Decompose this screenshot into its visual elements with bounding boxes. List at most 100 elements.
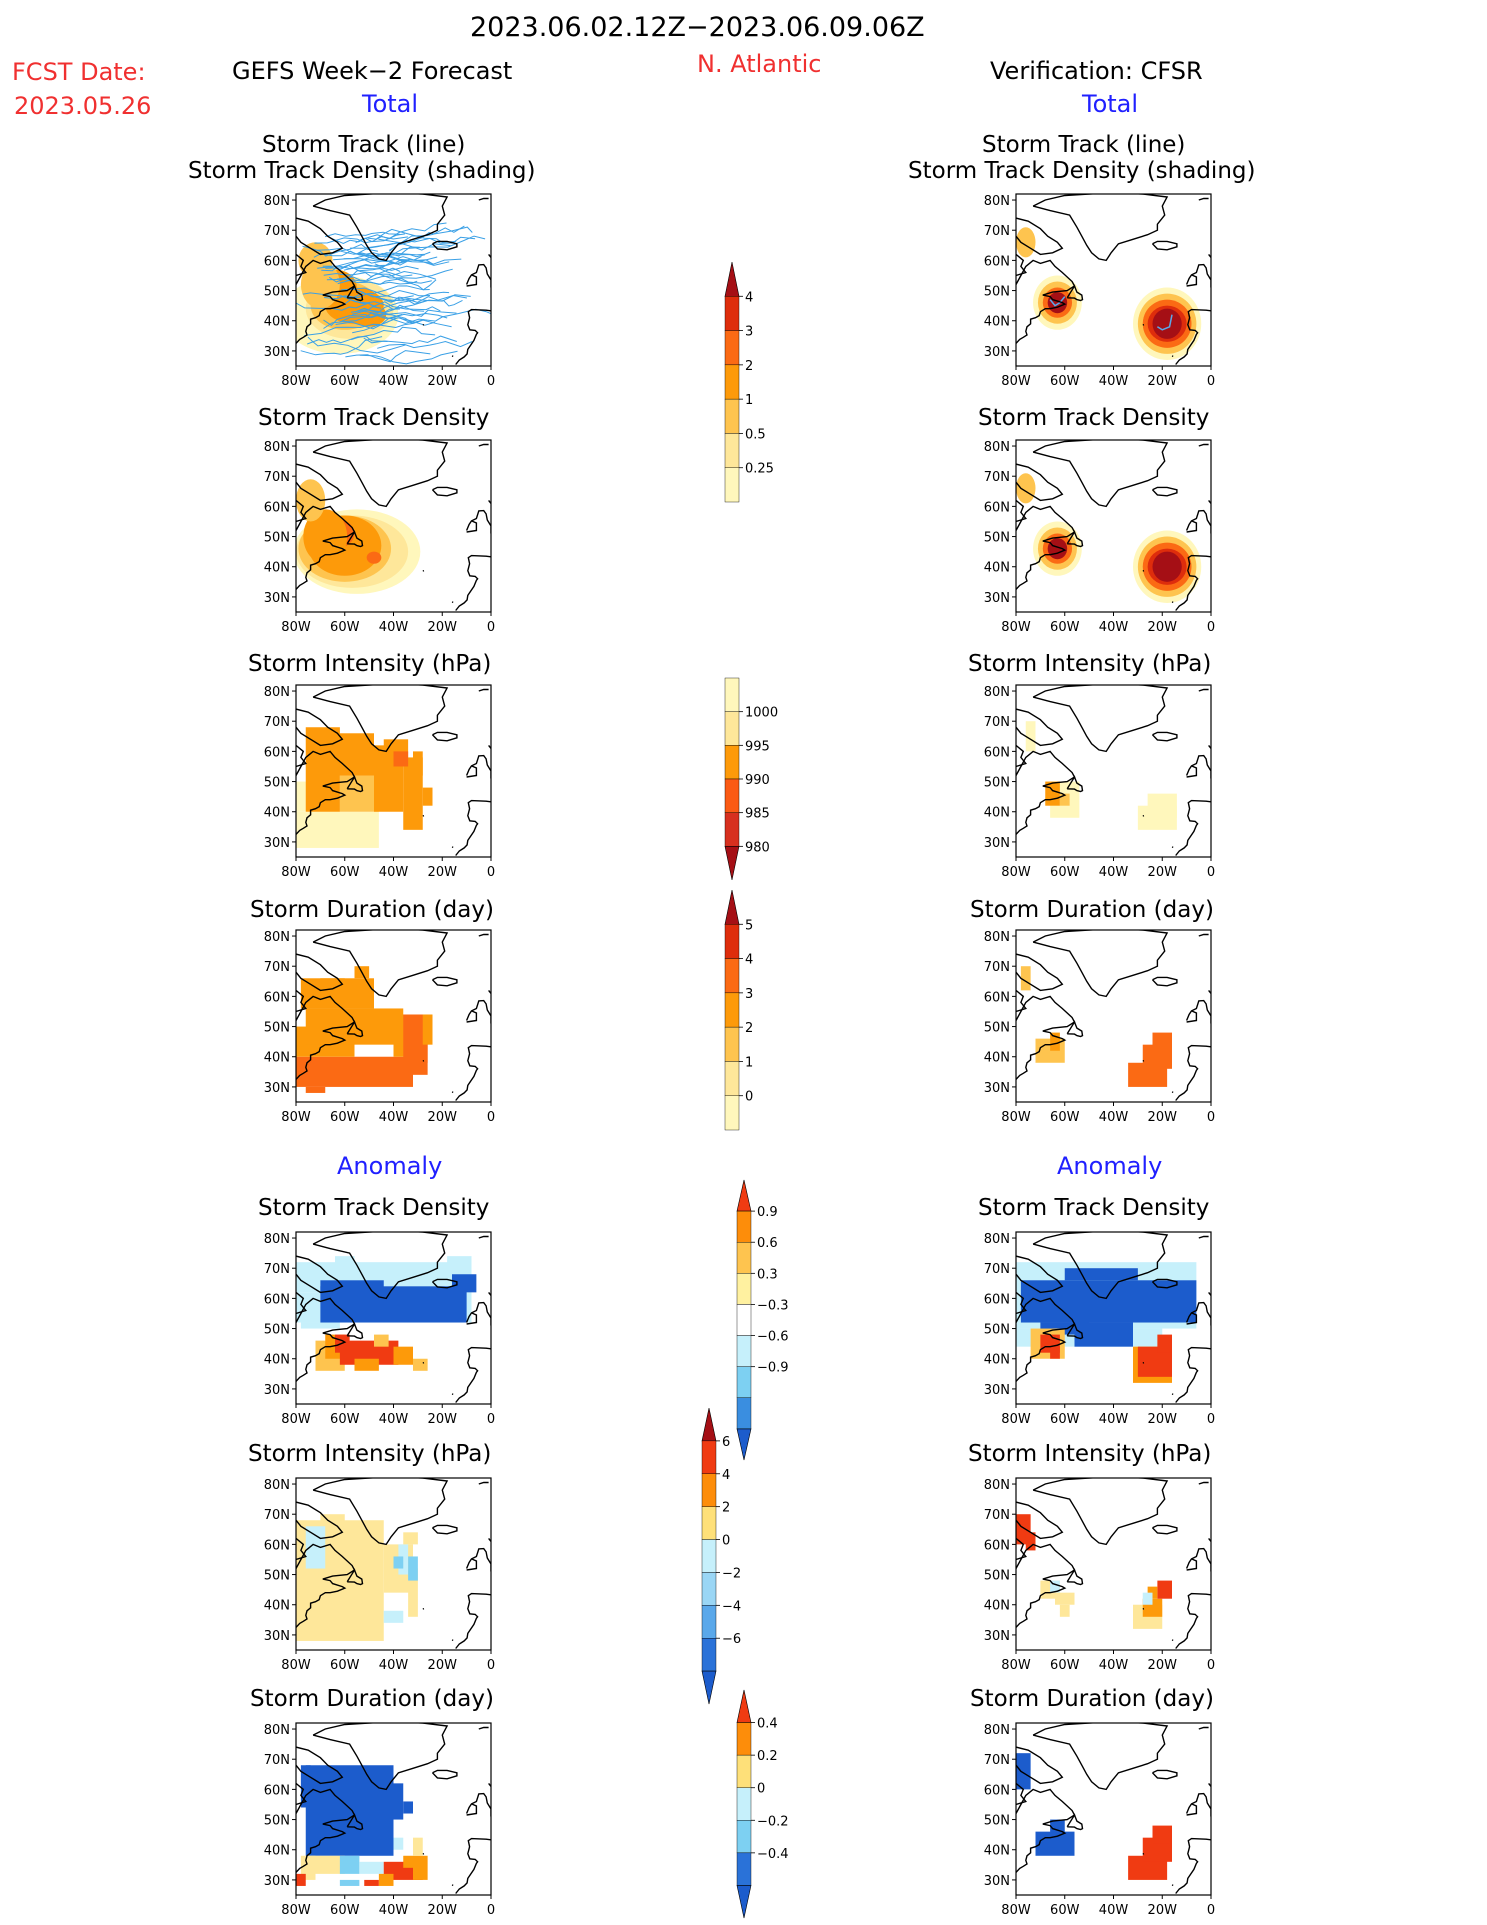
lat-tick-label: 50N (984, 1323, 1010, 1338)
lon-tick-label: 40W (379, 1412, 409, 1427)
colorbar-segment (736, 1787, 752, 1821)
coastline (1151, 731, 1178, 742)
density-contour (1047, 538, 1068, 560)
map-panel-cfsr-total-intensity: 80N 70N 60N 50N 40N 30N 80W 60W 40W 20W 0 (984, 684, 1215, 880)
field-cell (339, 1879, 360, 1886)
colorbar-label: 995 (745, 739, 770, 754)
coastline (1032, 1478, 1169, 1546)
colorbar-label: −0.9 (757, 1361, 789, 1376)
lon-tick-label: 20W (428, 1412, 458, 1427)
lon-tick-label: 0 (487, 1658, 495, 1673)
field-cell (393, 1346, 413, 1365)
colorbar-segment (724, 296, 740, 331)
coastline (346, 775, 364, 793)
colorbar-label: −2 (722, 1566, 741, 1581)
panel-title-gefs-anom-density: Storm Track Density (258, 1195, 490, 1221)
density-contour (1047, 292, 1068, 314)
colorbar-label: 6 (722, 1435, 730, 1450)
colorbar-segment (724, 330, 740, 366)
coastline (312, 1232, 449, 1300)
lat-tick-label: 40N (984, 315, 1010, 330)
colorbar-segment (724, 778, 740, 813)
storm-track-line (362, 294, 471, 314)
lon-tick-label: 80W (1001, 1110, 1031, 1125)
coastline (1186, 274, 1198, 287)
coastline (1016, 217, 1064, 256)
colorbar-label: 5 (745, 918, 753, 933)
density-contour (1152, 308, 1182, 339)
lon-tick-label: 60W (1050, 1110, 1080, 1125)
storm-track-line (331, 233, 405, 245)
coastline (1175, 1837, 1211, 1894)
coastline (312, 685, 449, 753)
panel-title-cfsr-anom-intensity: Storm Intensity (hPa) (968, 1441, 1212, 1467)
colorbar-label: −0.3 (757, 1298, 789, 1313)
coastline (1198, 197, 1209, 201)
density-contour (303, 509, 348, 564)
coastline (296, 1501, 344, 1540)
coastline (312, 1478, 449, 1546)
storm-track-line (323, 308, 400, 326)
colorbar-segment (736, 1242, 752, 1274)
lat-tick-label: 80N (264, 930, 290, 945)
field-cell (1059, 793, 1070, 806)
lat-tick-label: 80N (264, 685, 290, 700)
panel-title-gefs-density: Storm Track Density (258, 405, 490, 431)
colorbar-track-density: 4 3 2 1 0.5 0.25 (724, 261, 774, 503)
field-cell (296, 1056, 413, 1087)
colorbar-segment (724, 364, 740, 400)
coastline (431, 486, 458, 497)
colorbar-arrow (701, 1670, 717, 1705)
colorbar-label: 990 (745, 773, 770, 788)
coastline (296, 217, 344, 256)
coastline (1032, 1723, 1169, 1791)
panel-title-cfsr-track-shading: Storm Track Density (shading) (908, 158, 1256, 184)
coastline (466, 1558, 478, 1571)
coastline (465, 263, 491, 288)
colorbar-intensity-anomaly: 6 4 2 0 −2 −4 −6 (701, 1407, 741, 1705)
field-cell (413, 1837, 423, 1856)
map-panel-gefs-anom-density: 80N 70N 60N 50N 40N 30N 80W 60W 40W 20W 0 (264, 1231, 495, 1427)
coastline (296, 708, 344, 747)
lat-tick-label: 30N (984, 345, 1010, 360)
field-cell (1050, 1819, 1065, 1838)
left-anomaly-label: Anomaly (337, 1152, 443, 1180)
coastline (1185, 1547, 1211, 1572)
lon-tick-label: 40W (1099, 620, 1129, 635)
coastline (296, 505, 356, 590)
coastline (1175, 1044, 1211, 1101)
coastline (296, 259, 356, 344)
lon-tick-label: 60W (1050, 865, 1080, 880)
lon-tick-label: 20W (1148, 1412, 1178, 1427)
colorbar-segment (724, 711, 740, 746)
coastline (1066, 1020, 1084, 1038)
field-cell (1020, 966, 1031, 991)
map-panel-gefs-total-intensity: 80N 70N 60N 50N 40N 30N 80W 60W 40W 20W 0 (264, 684, 495, 880)
left-total-label: Total (362, 90, 419, 118)
map-panel-cfsr-anom-intensity: 80N 70N 60N 50N 40N 30N 80W 60W 40W 20W 0 (984, 1477, 1215, 1673)
lon-tick-label: 0 (1207, 1110, 1215, 1125)
lat-tick-label: 40N (264, 315, 290, 330)
lat-tick-label: 70N (264, 470, 290, 485)
coastline (1016, 505, 1076, 590)
colorbar-segment (724, 433, 740, 468)
field-cell (359, 1861, 384, 1874)
lat-tick-label: 60N (984, 254, 1010, 269)
coastline (1198, 1726, 1209, 1730)
colorbar-arrow (724, 889, 740, 925)
lat-tick-label: 50N (264, 531, 290, 546)
storm-track-line (339, 313, 425, 324)
coastline (1032, 685, 1169, 753)
storm-track-line (344, 285, 430, 299)
lat-tick-label: 80N (984, 440, 1010, 455)
colorbar-segment (736, 1820, 752, 1854)
field-cell (383, 1610, 404, 1623)
storm-track-line (369, 301, 441, 312)
lon-tick-label: 40W (379, 620, 409, 635)
panel-title-gefs-track-shading: Storm Track Density (shading) (188, 158, 536, 184)
lon-tick-label: 80W (281, 374, 311, 389)
lat-tick-label: 50N (984, 531, 1010, 546)
colorbar-segment (736, 1754, 752, 1788)
coastline (296, 1255, 344, 1294)
